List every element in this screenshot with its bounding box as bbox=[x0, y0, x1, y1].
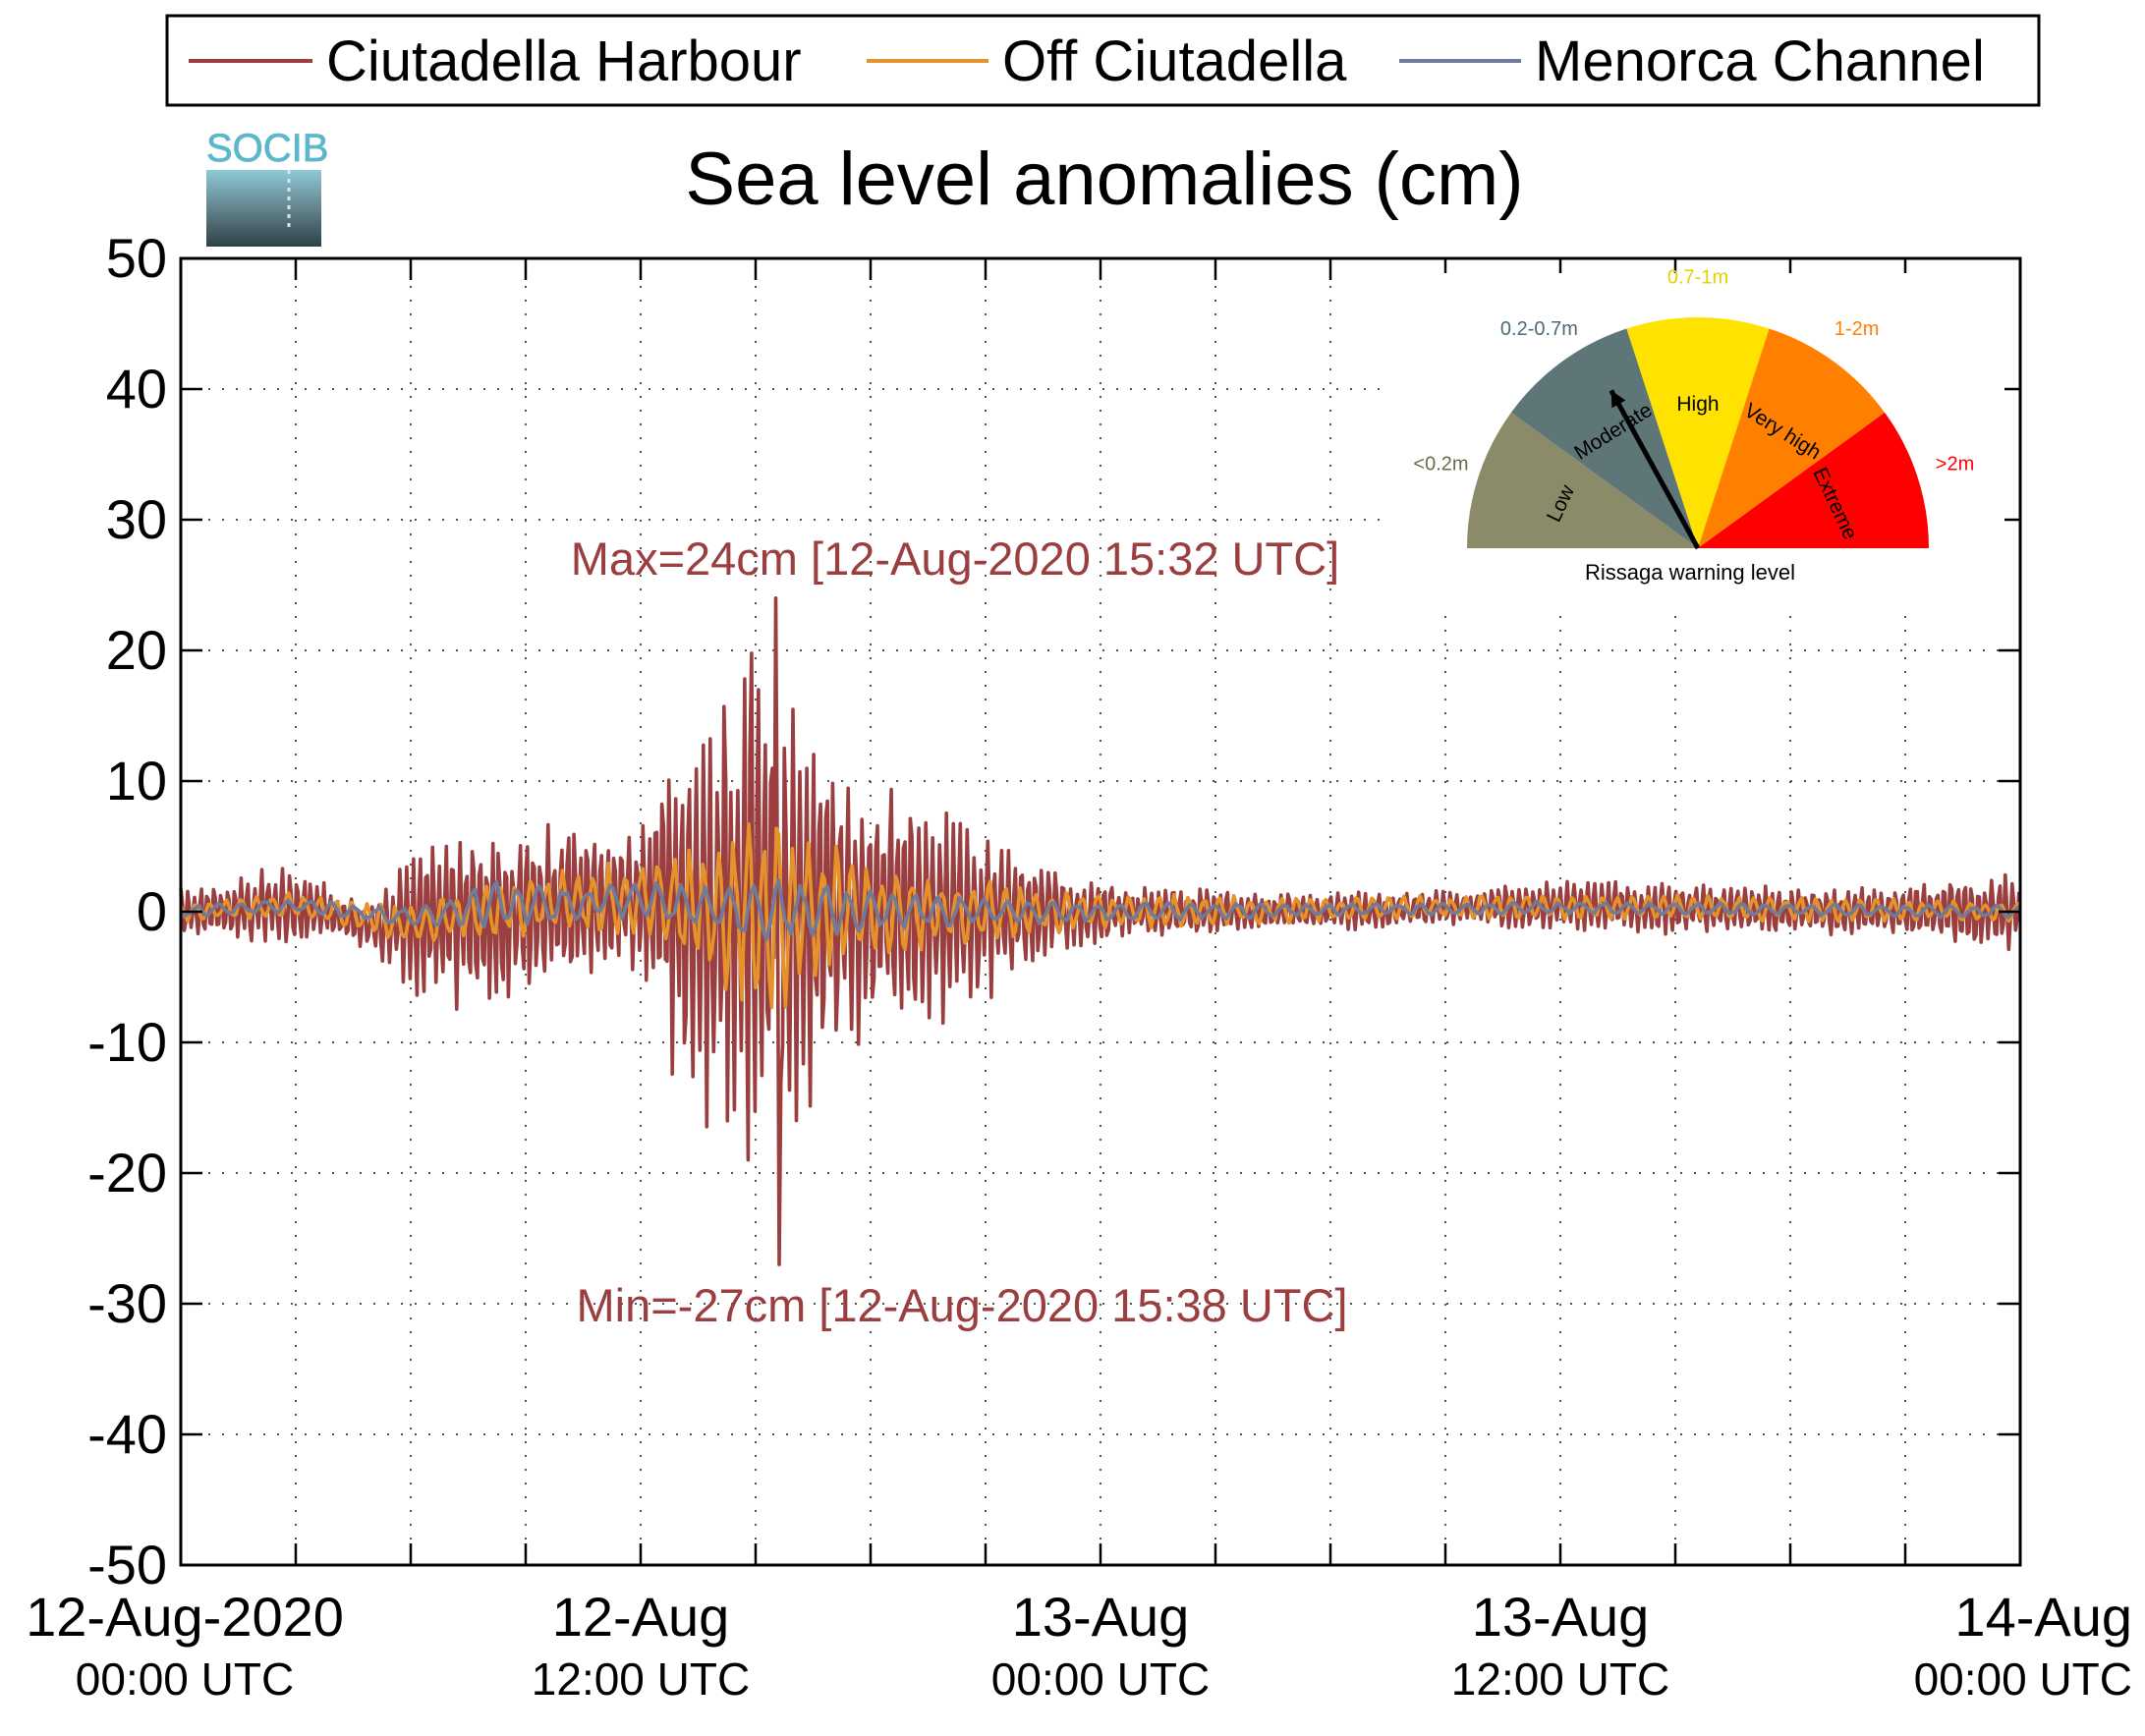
x-tick-label-date: 12-Aug bbox=[552, 1586, 730, 1648]
x-tick-label-time: 00:00 UTC bbox=[991, 1653, 1210, 1705]
x-tick-label-time: 12:00 UTC bbox=[532, 1653, 750, 1705]
legend-label-ciutadella-harbour: Ciutadella Harbour bbox=[326, 29, 802, 93]
y-tick-label: -40 bbox=[87, 1403, 167, 1465]
series-line-ciutadella-harbour bbox=[179, 595, 2021, 1266]
gauge-segment-very-high bbox=[1698, 328, 1886, 548]
chart-title: Sea level anomalies (cm) bbox=[685, 138, 1523, 221]
y-tick-label: -20 bbox=[87, 1142, 167, 1204]
y-tick-labels: 50 40 30 20 10 0 -10 -20 -30 -40 -50 bbox=[87, 227, 167, 1596]
x-tick-label-date: 13-Aug bbox=[1472, 1586, 1650, 1648]
x-tick-label-date: 13-Aug bbox=[1012, 1586, 1190, 1648]
gauge-level-label: High bbox=[1676, 393, 1719, 416]
gauge-range-label: 0.2-0.7m bbox=[1500, 318, 1578, 340]
series-layer bbox=[179, 595, 2022, 1266]
y-tick-label: 10 bbox=[106, 750, 167, 812]
x-tick-label-date: 14-Aug bbox=[1954, 1586, 2132, 1648]
max-annotation: Max=24cm [12-Aug-2020 15:32 UTC] bbox=[571, 532, 1339, 585]
min-annotation: Min=-27cm [12-Aug-2020 15:38 UTC] bbox=[576, 1279, 1347, 1331]
socib-logo: SOCIB bbox=[206, 127, 329, 247]
legend-label-menorca-channel: Menorca Channel bbox=[1535, 29, 1985, 93]
gauge-range-label: 1-2m bbox=[1835, 318, 1880, 340]
gauge-pointer-shaft bbox=[1609, 389, 1701, 550]
axis-ticks bbox=[179, 256, 2022, 1567]
legend-frame bbox=[165, 14, 2041, 107]
legend-label-off-ciutadella: Off Ciutadella bbox=[1002, 29, 1347, 93]
y-tick-label: -30 bbox=[87, 1272, 167, 1334]
y-tick-label: 0 bbox=[137, 880, 167, 942]
y-tick-label: 50 bbox=[106, 227, 167, 289]
x-tick-label-time: 12:00 UTC bbox=[1451, 1653, 1669, 1705]
legend: Ciutadella Harbour Off Ciutadella Menorc… bbox=[165, 14, 2041, 107]
series-line-off-ciutadella bbox=[179, 821, 2022, 1010]
series-line-menorca-channel bbox=[179, 877, 2021, 942]
gauge-range-label: <0.2m bbox=[1413, 453, 1468, 475]
gauge-pointer-head bbox=[1610, 390, 1626, 409]
y-tick-label: 30 bbox=[106, 488, 167, 550]
y-tick-label: -50 bbox=[87, 1534, 167, 1596]
gauge-segment-extreme bbox=[1698, 412, 1929, 548]
x-tick-label-date: 12-Aug-2020 bbox=[26, 1586, 344, 1648]
y-tick-label: 20 bbox=[106, 619, 167, 681]
gauge-range-label: >2m bbox=[1936, 453, 1974, 475]
socib-logo-block bbox=[206, 170, 321, 247]
gauge-segment-moderate bbox=[1510, 328, 1698, 548]
y-tick-label: 40 bbox=[106, 358, 167, 420]
gauge-pointer-arrow bbox=[1609, 389, 1701, 550]
gauge-caption: Rissaga warning level bbox=[1585, 560, 1795, 585]
socib-logo-text: SOCIB bbox=[206, 127, 328, 170]
gauge-segment-low bbox=[1467, 412, 1698, 548]
x-tick-label-time: 00:00 UTC bbox=[1914, 1653, 2132, 1705]
gauge-range-label: 0.7-1m bbox=[1667, 266, 1728, 288]
x-tick-label-time: 00:00 UTC bbox=[76, 1653, 294, 1705]
gauge-segment-high bbox=[1626, 317, 1770, 548]
y-tick-label: -10 bbox=[87, 1011, 167, 1073]
